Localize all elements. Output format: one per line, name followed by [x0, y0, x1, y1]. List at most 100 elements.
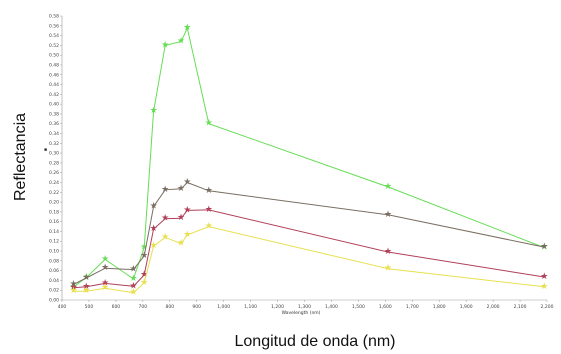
y-tick-label: 0.44	[49, 82, 59, 88]
y-tick-label: 0.26	[49, 170, 59, 176]
data-point-star: ★	[384, 182, 392, 192]
x-tick-label: 1,200	[271, 304, 284, 310]
y-tick-label: 0.04	[49, 278, 59, 284]
y-tick-label: 0.24	[49, 180, 59, 186]
axes	[61, 16, 547, 301]
data-point-star: ★	[82, 273, 90, 283]
y-tick-label: 0.40	[49, 102, 59, 108]
x-tick-label: 400	[58, 304, 67, 310]
y-tick-label: 0.20	[49, 200, 59, 206]
x-tick-label: 2,100	[514, 304, 527, 310]
data-point-star: ★	[140, 278, 148, 288]
data-point-star: ★	[101, 283, 109, 293]
y-tick-label: 0.36	[49, 121, 59, 127]
data-point-star: ★	[205, 205, 213, 215]
y-tick-label: 0.10	[49, 249, 59, 255]
data-point-star: ★	[540, 282, 548, 292]
y-tick-label: 0.42	[49, 92, 59, 98]
x-tick-label: 2,000	[487, 304, 500, 310]
data-point-star: ★	[70, 282, 78, 292]
y-tick-label: 0.38	[49, 111, 59, 117]
data-point-star: ★	[384, 264, 392, 274]
x-tick-label: 1,300	[298, 304, 311, 310]
data-point-star: ★	[177, 213, 185, 223]
data-point-star: ★	[82, 286, 90, 296]
x-tick-label: 1,900	[460, 304, 473, 310]
data-point-star: ★	[161, 40, 169, 50]
x-axis-ticks: 400 500 600 700 800 900 1,000 1,100 1,200 1,300 1,…	[58, 300, 554, 310]
x-tick-label: 1,800	[433, 304, 446, 310]
series-3: ★ ★ ★ ★★★★ ★★ ★★★	[70, 205, 549, 293]
data-point-star: ★	[129, 281, 137, 291]
y-tick-label: 0.48	[49, 62, 59, 68]
data-point-star: ★	[183, 230, 191, 240]
series-line	[73, 26, 545, 288]
data-point-star: ★	[177, 239, 185, 249]
data-point-star: ★	[384, 210, 392, 220]
y-tick-label: 0.12	[49, 239, 59, 245]
series-line	[73, 181, 545, 285]
data-point-star: ★	[540, 272, 548, 282]
series-layer: ★★★★★★★ ★★★★★★★★ ★★★★ ★★★★★★ ★ ★ ★★★★ ★★ ★★★★ ★ ★ ★…	[70, 23, 549, 297]
y-tick-label: 0.18	[49, 209, 59, 215]
data-point-star: ★	[161, 185, 169, 195]
data-point-star: ★	[70, 283, 78, 293]
data-point-star: ★	[129, 265, 137, 275]
data-point-star: ★	[205, 186, 213, 196]
data-point-star: ★	[82, 282, 90, 292]
series-line	[73, 226, 545, 294]
x-tick-label: 700	[139, 304, 148, 310]
y-tick-label: 0.32	[49, 141, 59, 147]
data-point-star: ★	[70, 286, 78, 296]
data-point-star: ★	[384, 247, 392, 257]
x-tick-label: 1,500	[352, 304, 365, 310]
data-point-star: ★	[101, 278, 109, 288]
series-2: ★★★ ★★★★ ★★★★★	[70, 177, 549, 289]
data-point-star: ★	[150, 201, 158, 211]
inner-x-axis-title: Wavelength (nm)	[282, 310, 321, 316]
y-tick-label: 0.52	[49, 43, 59, 49]
y-tick-label: 0.54	[49, 33, 59, 39]
data-point-star: ★	[177, 184, 185, 194]
data-point-star: ★	[150, 241, 158, 251]
legend-marker-icon: ■	[44, 147, 47, 153]
x-tick-label: 1,000	[217, 304, 230, 310]
data-point-star: ★	[150, 224, 158, 234]
data-point-star: ★	[101, 254, 109, 264]
data-point-star: ★	[540, 242, 548, 252]
x-tick-label: 1,400	[325, 304, 338, 310]
data-point-star: ★	[140, 251, 148, 261]
data-point-star: ★	[177, 36, 185, 46]
data-point-star: ★	[161, 214, 169, 224]
x-tick-label: 1,600	[379, 304, 392, 310]
data-point-star: ★	[150, 106, 158, 116]
data-point-star: ★	[183, 23, 191, 33]
x-tick-label: 1,700	[406, 304, 419, 310]
y-tick-label: 0.56	[49, 23, 59, 29]
x-tick-label: 900	[192, 304, 201, 310]
x-tick-label: 1,100	[244, 304, 257, 310]
x-tick-label: 2,200	[541, 304, 554, 310]
data-point-star: ★	[205, 222, 213, 232]
data-point-star: ★	[183, 177, 191, 187]
y-tick-label: 0.46	[49, 72, 59, 78]
data-point-star: ★	[129, 288, 137, 298]
data-point-star: ★	[140, 270, 148, 280]
y-tick-label: 0.28	[49, 160, 59, 166]
series-1: ★★★★★★★ ★★★★★	[70, 23, 549, 292]
y-tick-label: 0.08	[49, 258, 59, 264]
series-line	[73, 209, 545, 289]
x-axis-title: Longitud de onda (nm)	[235, 333, 396, 350]
data-point-star: ★	[129, 274, 137, 284]
data-point-star: ★	[540, 243, 548, 253]
data-point-star: ★	[70, 279, 78, 289]
y-axis-title: Reflectancia	[12, 113, 29, 201]
y-tick-label: 0.30	[49, 151, 59, 157]
series-4: ★ ★ ★ ★★★★★★★★★	[70, 222, 549, 298]
data-point-star: ★	[101, 263, 109, 273]
x-tick-label: 500	[85, 304, 94, 310]
y-tick-label: 0.58	[49, 14, 59, 20]
y-tick-label: 0.02	[49, 288, 59, 294]
data-point-star: ★	[183, 205, 191, 215]
